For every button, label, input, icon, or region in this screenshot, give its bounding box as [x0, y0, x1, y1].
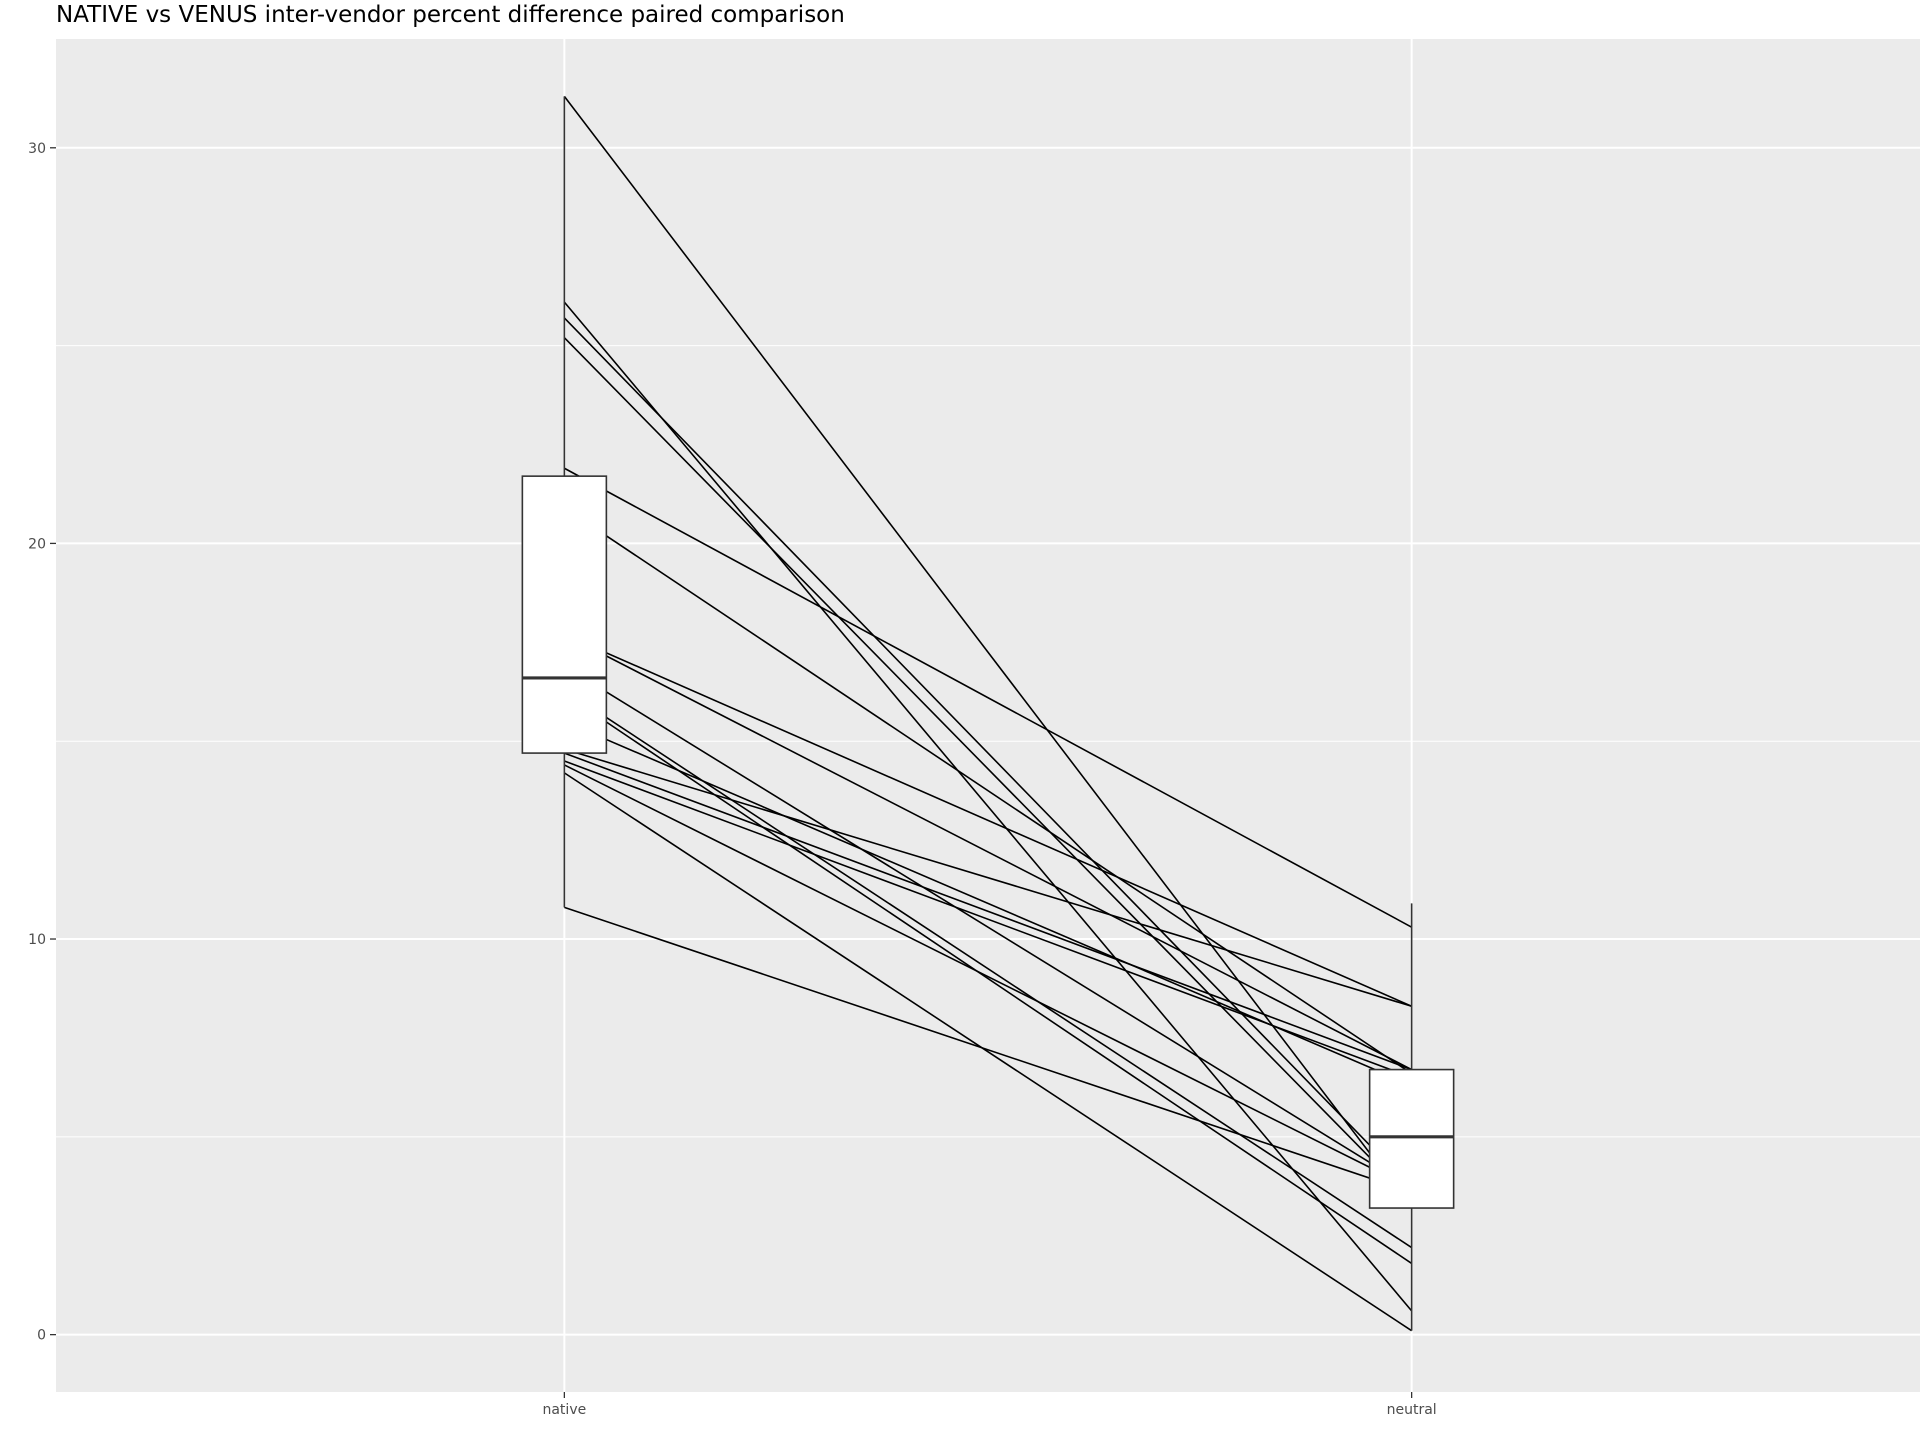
pair-line — [563, 317, 1413, 1189]
pair-line — [564, 748, 1412, 1008]
box-iqr — [1368, 1068, 1455, 1209]
chart-title: NATIVE vs VENUS inter-vendor percent dif… — [56, 2, 845, 28]
boxplot-native — [521, 96, 608, 908]
y-tick-label: 0 — [37, 1328, 46, 1344]
box-iqr — [521, 475, 608, 754]
y-tick-label: 10 — [28, 932, 46, 948]
boxplot-neutral — [1368, 903, 1455, 1331]
pair-line — [564, 906, 1412, 1193]
pair-line — [563, 633, 1413, 1071]
boxplots — [521, 96, 1455, 1331]
pair-line — [563, 507, 1413, 1075]
pair-line — [564, 752, 1412, 1071]
axes: 0 10 20 30 native neutral — [28, 141, 1437, 1418]
pair-line — [563, 772, 1413, 1332]
pair-line — [563, 95, 1413, 1209]
pair-line — [563, 467, 1413, 928]
pair-line — [563, 665, 1413, 1189]
y-tick-label: 30 — [28, 141, 46, 157]
pair-line — [564, 764, 1412, 1189]
pair-line — [564, 760, 1412, 1079]
plot-panel — [56, 39, 1920, 1392]
pair-line — [563, 337, 1413, 1201]
pair-line — [564, 633, 1412, 1008]
paired-lines — [563, 95, 1413, 1332]
x-tick-label-neutral: neutral — [1387, 1402, 1437, 1418]
pair-line — [563, 693, 1413, 1265]
x-tick-label-native: native — [542, 1402, 586, 1418]
y-tick-label: 20 — [28, 536, 46, 552]
pair-line — [563, 301, 1413, 1312]
